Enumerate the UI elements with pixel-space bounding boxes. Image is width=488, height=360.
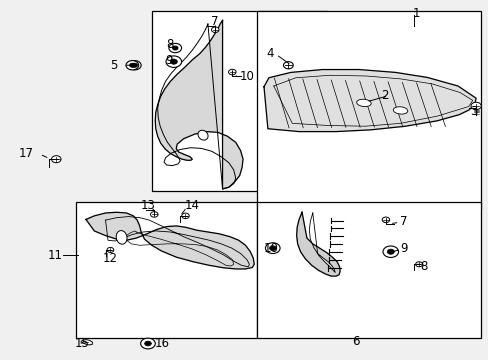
Text: 11: 11: [48, 249, 63, 262]
Text: 15: 15: [75, 337, 89, 350]
Text: 8: 8: [419, 260, 427, 273]
Circle shape: [170, 59, 177, 64]
Polygon shape: [296, 212, 339, 276]
Text: 5: 5: [110, 59, 118, 72]
Circle shape: [168, 43, 181, 53]
Bar: [76, 202, 256, 338]
Circle shape: [283, 62, 293, 69]
Circle shape: [211, 27, 219, 32]
Text: 7: 7: [399, 215, 406, 228]
Text: 4: 4: [266, 47, 273, 60]
Circle shape: [269, 246, 276, 251]
Circle shape: [381, 217, 389, 222]
Bar: [256, 12, 480, 209]
Circle shape: [129, 63, 135, 67]
Polygon shape: [264, 69, 475, 132]
Polygon shape: [86, 212, 254, 269]
Circle shape: [128, 60, 141, 70]
Bar: [256, 202, 480, 338]
Circle shape: [144, 341, 151, 346]
Circle shape: [228, 69, 236, 75]
Circle shape: [165, 56, 181, 67]
Text: 14: 14: [184, 199, 200, 212]
Circle shape: [150, 212, 158, 217]
Polygon shape: [155, 21, 243, 189]
Polygon shape: [81, 339, 92, 345]
Ellipse shape: [116, 231, 127, 244]
Text: 13: 13: [141, 199, 156, 212]
Bar: [152, 12, 327, 191]
Text: 6: 6: [351, 335, 359, 348]
Circle shape: [182, 213, 189, 219]
Text: 3: 3: [469, 105, 476, 118]
Circle shape: [126, 60, 139, 70]
Text: 1: 1: [412, 7, 419, 20]
Text: 9: 9: [165, 54, 173, 67]
Text: 12: 12: [103, 252, 118, 265]
Circle shape: [265, 243, 280, 253]
Circle shape: [141, 338, 155, 349]
Circle shape: [386, 249, 393, 254]
Circle shape: [132, 63, 137, 67]
Circle shape: [51, 156, 61, 163]
Text: 8: 8: [166, 38, 174, 51]
Ellipse shape: [198, 130, 208, 140]
Text: 16: 16: [154, 337, 169, 350]
Text: 9: 9: [400, 242, 407, 255]
Circle shape: [470, 102, 480, 110]
Circle shape: [415, 262, 422, 267]
Circle shape: [382, 246, 398, 257]
Text: 2: 2: [380, 89, 388, 102]
Text: 7: 7: [211, 15, 219, 28]
Text: 10: 10: [239, 69, 254, 82]
Circle shape: [172, 46, 178, 50]
Ellipse shape: [356, 99, 370, 107]
Text: 10: 10: [264, 242, 278, 255]
Ellipse shape: [392, 107, 407, 114]
Text: 17: 17: [19, 147, 34, 159]
Circle shape: [107, 247, 114, 252]
